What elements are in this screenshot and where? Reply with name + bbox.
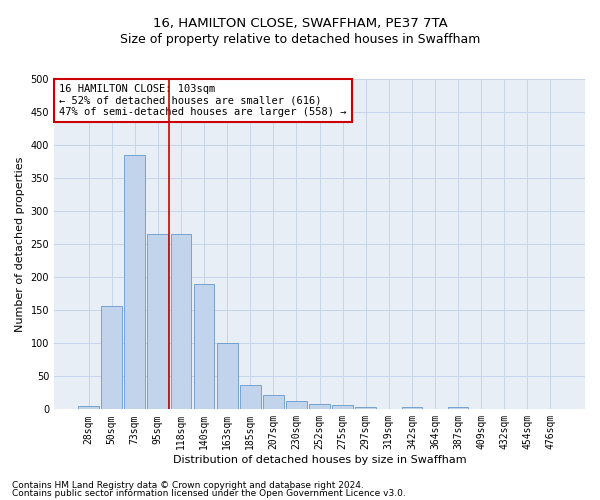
Bar — [101, 306, 122, 410]
X-axis label: Distribution of detached houses by size in Swaffham: Distribution of detached houses by size … — [173, 455, 466, 465]
Bar — [148, 234, 168, 410]
Y-axis label: Number of detached properties: Number of detached properties — [15, 156, 25, 332]
Bar — [448, 408, 469, 410]
Bar — [124, 155, 145, 409]
Text: Size of property relative to detached houses in Swaffham: Size of property relative to detached ho… — [120, 32, 480, 46]
Bar — [240, 385, 260, 409]
Text: 16, HAMILTON CLOSE, SWAFFHAM, PE37 7TA: 16, HAMILTON CLOSE, SWAFFHAM, PE37 7TA — [152, 18, 448, 30]
Bar — [263, 395, 284, 409]
Bar — [286, 402, 307, 409]
Text: 16 HAMILTON CLOSE: 103sqm
← 52% of detached houses are smaller (616)
47% of semi: 16 HAMILTON CLOSE: 103sqm ← 52% of detac… — [59, 84, 347, 117]
Bar — [401, 408, 422, 410]
Bar — [355, 408, 376, 410]
Text: Contains HM Land Registry data © Crown copyright and database right 2024.: Contains HM Land Registry data © Crown c… — [12, 480, 364, 490]
Text: Contains public sector information licensed under the Open Government Licence v3: Contains public sector information licen… — [12, 489, 406, 498]
Bar — [78, 406, 99, 409]
Bar — [194, 284, 214, 410]
Bar — [332, 406, 353, 409]
Bar — [217, 344, 238, 409]
Bar — [309, 404, 330, 409]
Bar — [170, 234, 191, 410]
